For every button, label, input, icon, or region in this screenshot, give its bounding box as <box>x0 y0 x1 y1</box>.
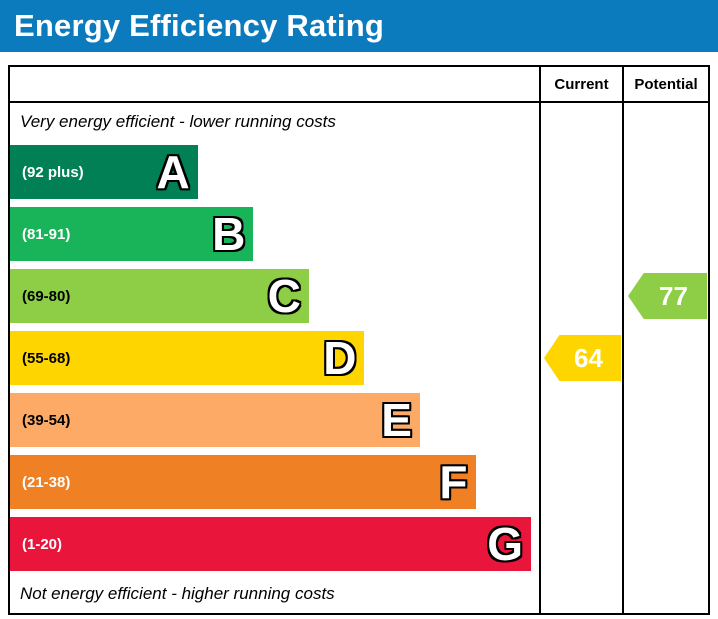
potential-rating-pointer: 77 <box>628 273 707 319</box>
current-rating-column: 64 <box>539 103 622 613</box>
band-row: (69-80) C <box>10 265 539 327</box>
band-row: (39-54) E <box>10 389 539 451</box>
band-f-letter: F <box>439 456 468 508</box>
band-row: (81-91) B <box>10 203 539 265</box>
band-c: (69-80) C <box>10 269 309 323</box>
band-row: (92 plus) A <box>10 141 539 203</box>
band-row: (55-68) D <box>10 327 539 389</box>
caption-bottom: Not energy efficient - higher running co… <box>20 584 335 603</box>
header-spacer-cell <box>10 67 539 103</box>
band-row: (1-20) G <box>10 513 539 575</box>
band-b-letter: B <box>212 208 246 260</box>
page-title: Energy Efficiency Rating <box>14 8 385 43</box>
band-a-range: (92 plus) <box>22 163 84 181</box>
band-d: (55-68) D <box>10 331 365 385</box>
band-a: (92 plus) A <box>10 145 198 199</box>
band-b: (81-91) B <box>10 207 254 261</box>
potential-column-header: Potential <box>622 67 708 103</box>
current-column-header: Current <box>539 67 622 103</box>
energy-efficiency-chart: Current Potential Very energy efficient … <box>8 65 710 615</box>
band-f: (21-38) F <box>10 455 476 509</box>
band-g-range: (1-20) <box>22 535 63 553</box>
band-c-range: (69-80) <box>22 287 71 305</box>
band-f-range: (21-38) <box>22 473 71 491</box>
band-b-range: (81-91) <box>22 225 71 243</box>
band-a-letter: A <box>156 146 190 198</box>
band-e-range: (39-54) <box>22 411 71 429</box>
band-e: (39-54) E <box>10 393 420 447</box>
caption-top: Very energy efficient - lower running co… <box>20 112 336 131</box>
potential-rating-column: 77 <box>622 103 708 613</box>
band-g-letter: G <box>487 518 524 570</box>
current-rating-value: 64 <box>574 342 603 373</box>
current-rating-pointer: 64 <box>544 335 621 381</box>
potential-rating-value: 77 <box>659 280 688 311</box>
chart-title-bar: Energy Efficiency Rating <box>0 0 718 52</box>
band-e-letter: E <box>381 394 412 446</box>
band-row: (21-38) F <box>10 451 539 513</box>
band-g: (1-20) G <box>10 517 532 571</box>
band-d-range: (55-68) <box>22 349 71 367</box>
bands-area: Very energy efficient - lower running co… <box>10 103 539 613</box>
band-d-letter: D <box>323 332 357 384</box>
band-c-letter: C <box>267 270 301 322</box>
